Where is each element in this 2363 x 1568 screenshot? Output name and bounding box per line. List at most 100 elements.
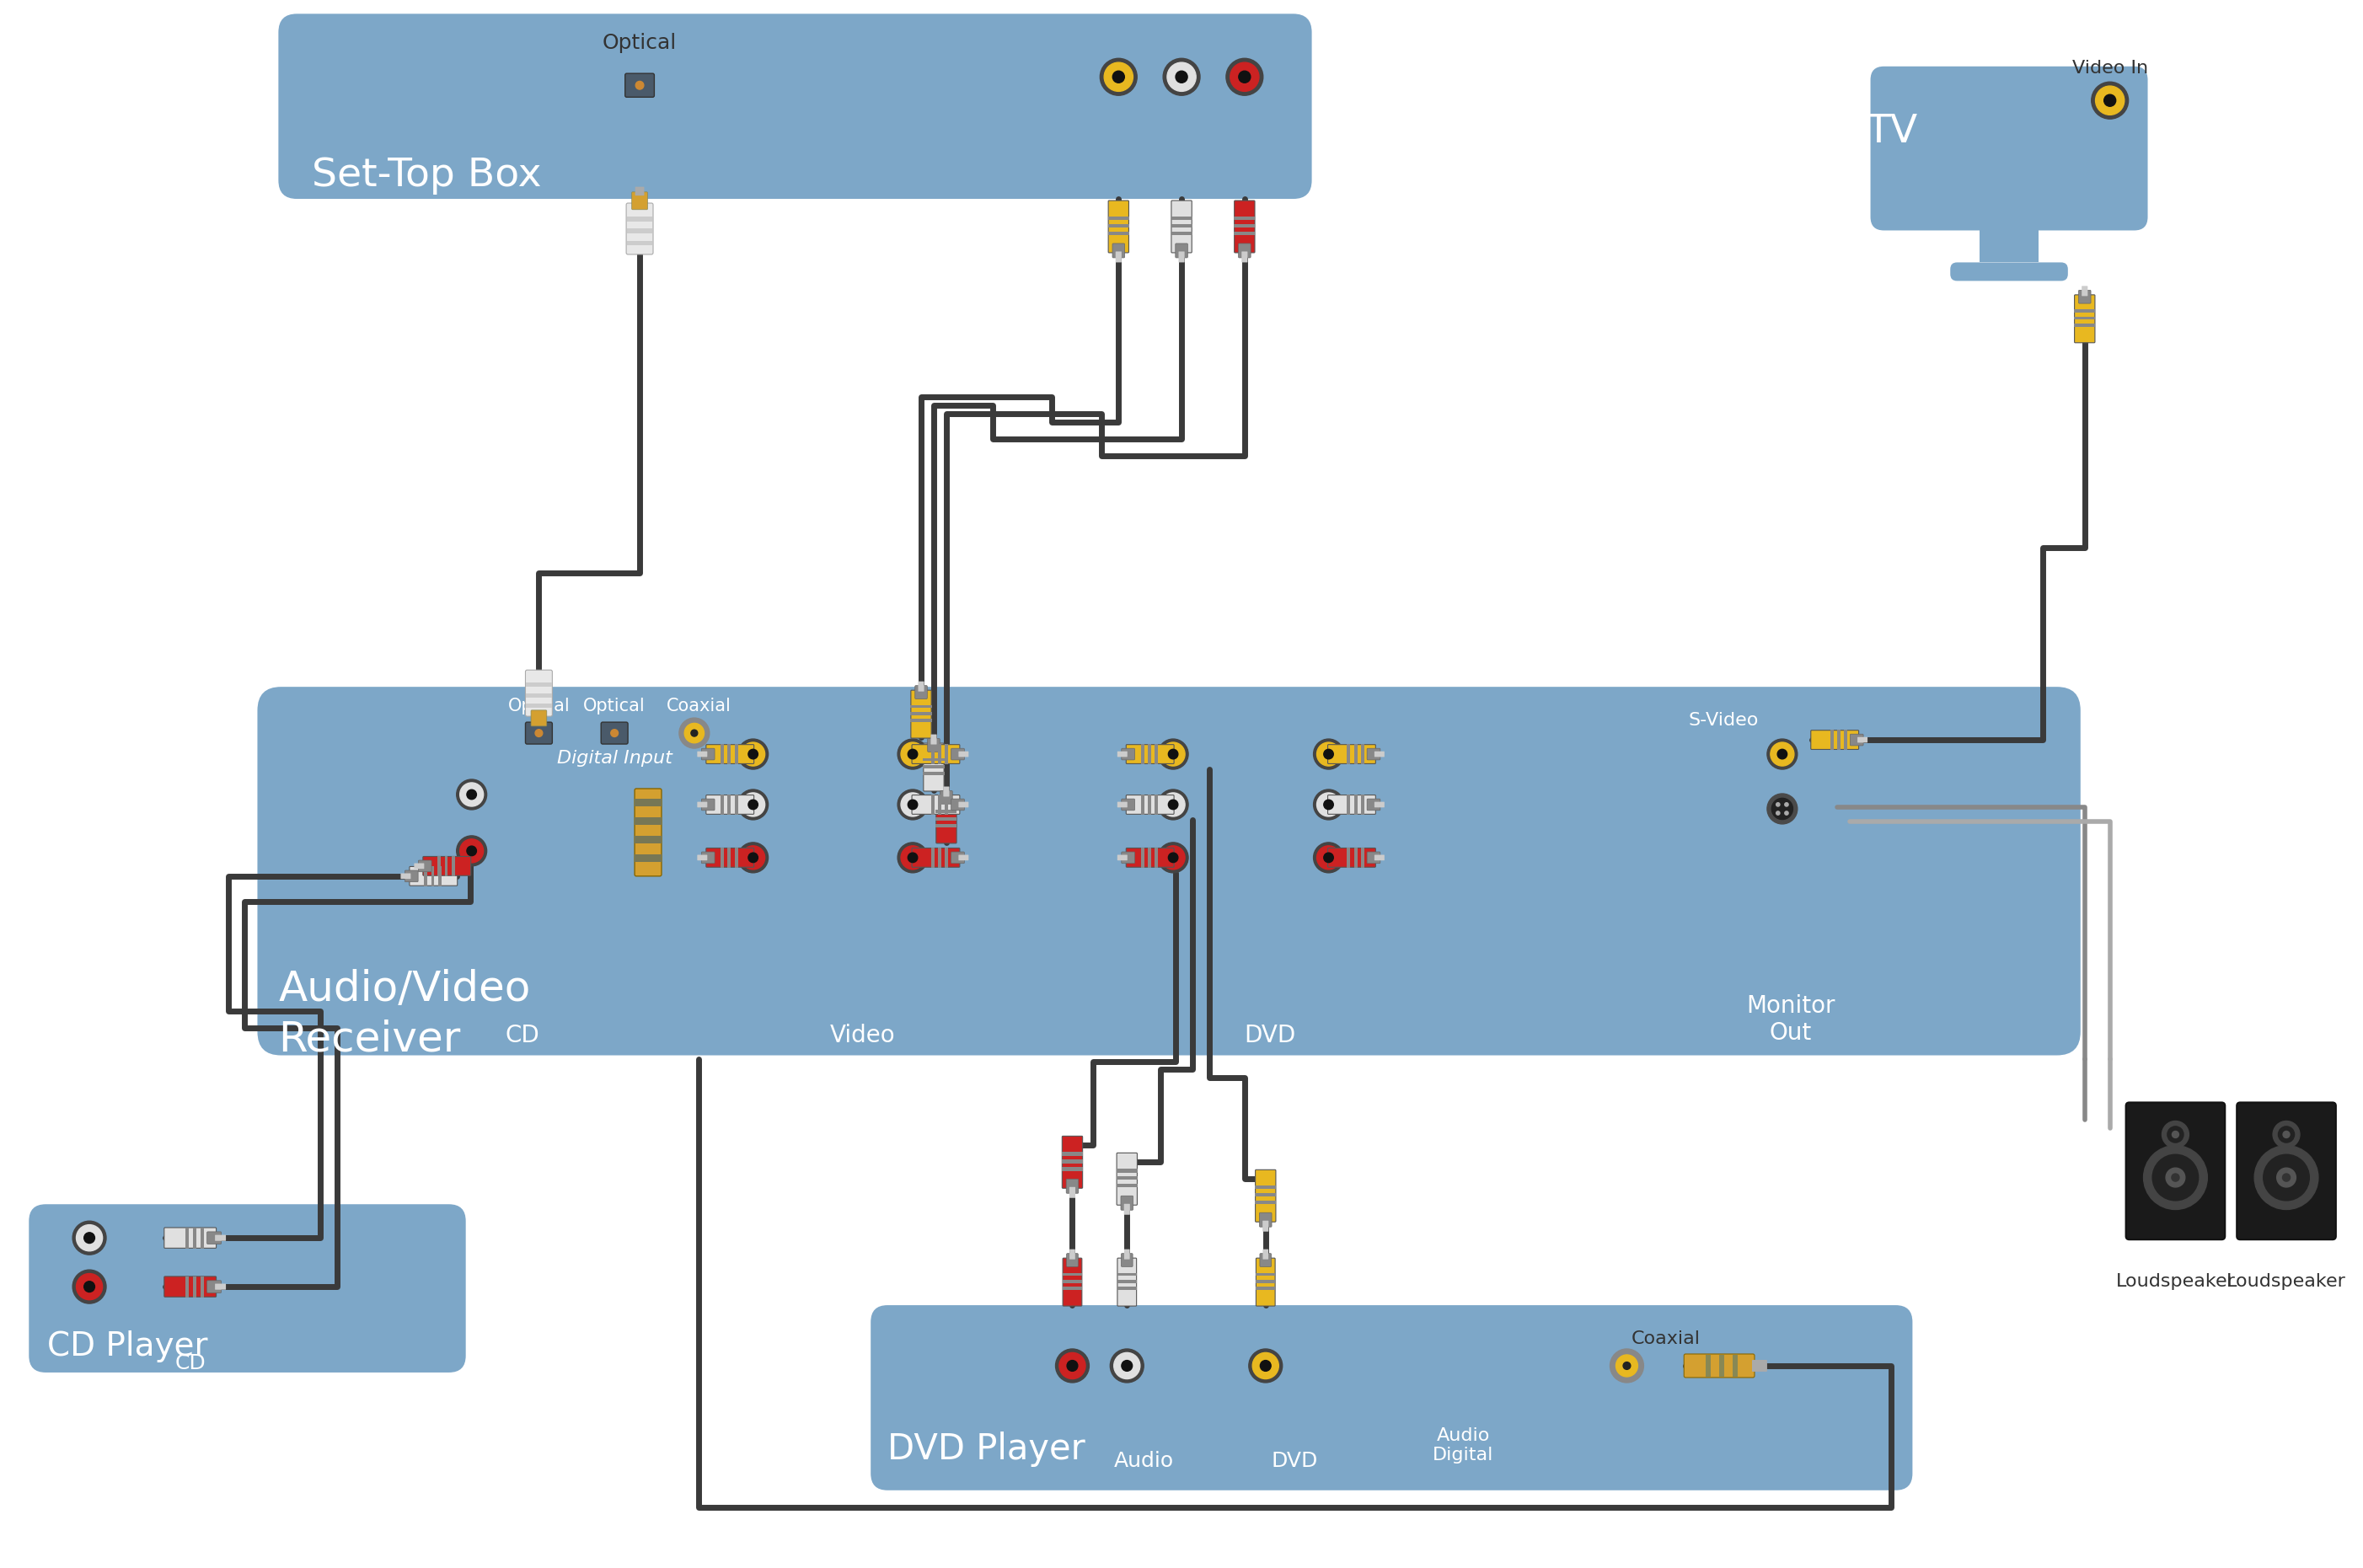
FancyBboxPatch shape bbox=[1368, 748, 1380, 760]
Text: DVD Player: DVD Player bbox=[888, 1432, 1085, 1466]
Circle shape bbox=[1238, 71, 1250, 83]
FancyBboxPatch shape bbox=[959, 751, 969, 757]
FancyBboxPatch shape bbox=[1375, 801, 1385, 808]
Bar bbox=[938, 745, 940, 764]
Bar bbox=[1255, 1273, 1276, 1276]
Bar bbox=[1255, 1279, 1276, 1283]
FancyBboxPatch shape bbox=[28, 1204, 466, 1372]
Text: DVD: DVD bbox=[1243, 1024, 1295, 1047]
FancyBboxPatch shape bbox=[697, 801, 707, 808]
Bar bbox=[728, 848, 730, 867]
Bar bbox=[1233, 216, 1255, 220]
FancyBboxPatch shape bbox=[2127, 1102, 2226, 1240]
Bar bbox=[735, 848, 737, 867]
Circle shape bbox=[1770, 742, 1794, 765]
Text: Coaxial: Coaxial bbox=[666, 698, 730, 715]
Circle shape bbox=[907, 800, 917, 809]
Circle shape bbox=[749, 800, 759, 809]
FancyBboxPatch shape bbox=[1061, 1137, 1082, 1189]
Text: Coaxial: Coaxial bbox=[1630, 1330, 1699, 1347]
Circle shape bbox=[898, 739, 929, 770]
Text: Video: Video bbox=[829, 1024, 896, 1047]
Bar bbox=[1354, 795, 1356, 814]
Bar bbox=[1108, 232, 1130, 235]
FancyBboxPatch shape bbox=[636, 789, 662, 877]
Circle shape bbox=[468, 847, 477, 856]
Bar bbox=[1115, 1168, 1137, 1173]
Circle shape bbox=[76, 1273, 102, 1300]
FancyBboxPatch shape bbox=[1118, 1152, 1137, 1206]
Circle shape bbox=[1314, 739, 1345, 770]
Text: Optical: Optical bbox=[508, 698, 569, 715]
FancyBboxPatch shape bbox=[1118, 801, 1127, 808]
Bar bbox=[437, 866, 442, 886]
Circle shape bbox=[2278, 1126, 2294, 1143]
Bar bbox=[1061, 1152, 1082, 1156]
Circle shape bbox=[2172, 1174, 2179, 1181]
FancyBboxPatch shape bbox=[870, 1305, 1912, 1490]
FancyBboxPatch shape bbox=[1120, 1253, 1132, 1267]
FancyBboxPatch shape bbox=[1063, 1258, 1082, 1306]
Bar bbox=[1354, 745, 1356, 764]
FancyBboxPatch shape bbox=[1070, 1250, 1075, 1259]
Bar bbox=[437, 856, 442, 877]
Circle shape bbox=[610, 729, 619, 737]
FancyBboxPatch shape bbox=[2082, 285, 2089, 296]
Circle shape bbox=[678, 718, 709, 748]
Bar bbox=[1831, 731, 1834, 750]
Circle shape bbox=[1167, 853, 1179, 862]
Circle shape bbox=[690, 729, 697, 737]
FancyBboxPatch shape bbox=[1810, 731, 1860, 750]
FancyBboxPatch shape bbox=[912, 745, 959, 764]
Circle shape bbox=[1167, 800, 1179, 809]
Circle shape bbox=[1768, 793, 1798, 823]
Bar bbox=[728, 745, 730, 764]
Circle shape bbox=[898, 842, 929, 873]
Circle shape bbox=[1101, 58, 1137, 96]
Bar bbox=[1347, 848, 1349, 867]
Circle shape bbox=[1609, 1348, 1645, 1383]
Bar bbox=[735, 795, 737, 814]
Bar bbox=[931, 795, 933, 814]
Circle shape bbox=[1777, 803, 1779, 806]
FancyBboxPatch shape bbox=[952, 851, 964, 864]
FancyBboxPatch shape bbox=[1238, 243, 1250, 257]
FancyBboxPatch shape bbox=[702, 748, 714, 760]
Bar bbox=[938, 848, 940, 867]
Circle shape bbox=[1158, 842, 1189, 873]
FancyBboxPatch shape bbox=[910, 690, 931, 739]
FancyBboxPatch shape bbox=[2238, 1102, 2337, 1240]
Bar bbox=[201, 1276, 203, 1297]
Bar bbox=[1118, 1279, 1137, 1283]
Text: CD: CD bbox=[175, 1353, 206, 1374]
Bar bbox=[2075, 309, 2096, 312]
Circle shape bbox=[900, 742, 924, 765]
Bar bbox=[1156, 795, 1158, 814]
FancyBboxPatch shape bbox=[914, 685, 926, 699]
Circle shape bbox=[636, 82, 643, 89]
Circle shape bbox=[1314, 789, 1345, 820]
FancyBboxPatch shape bbox=[402, 873, 411, 880]
Bar bbox=[1255, 1185, 1276, 1189]
Bar bbox=[945, 795, 948, 814]
FancyBboxPatch shape bbox=[1233, 201, 1255, 252]
Circle shape bbox=[1160, 845, 1184, 869]
Circle shape bbox=[1104, 63, 1132, 91]
Bar bbox=[936, 817, 957, 820]
Circle shape bbox=[742, 742, 766, 765]
FancyBboxPatch shape bbox=[1375, 751, 1385, 757]
Bar bbox=[721, 848, 723, 867]
FancyBboxPatch shape bbox=[931, 734, 936, 745]
Bar bbox=[1255, 1201, 1276, 1204]
FancyBboxPatch shape bbox=[936, 795, 957, 844]
FancyBboxPatch shape bbox=[1262, 1220, 1269, 1231]
Circle shape bbox=[2167, 1126, 2183, 1143]
Bar bbox=[1172, 232, 1193, 235]
FancyBboxPatch shape bbox=[1115, 251, 1122, 262]
Circle shape bbox=[1252, 1353, 1278, 1378]
FancyBboxPatch shape bbox=[1113, 243, 1125, 257]
Circle shape bbox=[2153, 1154, 2198, 1201]
Circle shape bbox=[1314, 842, 1345, 873]
Circle shape bbox=[1231, 63, 1259, 91]
FancyBboxPatch shape bbox=[1127, 795, 1174, 814]
